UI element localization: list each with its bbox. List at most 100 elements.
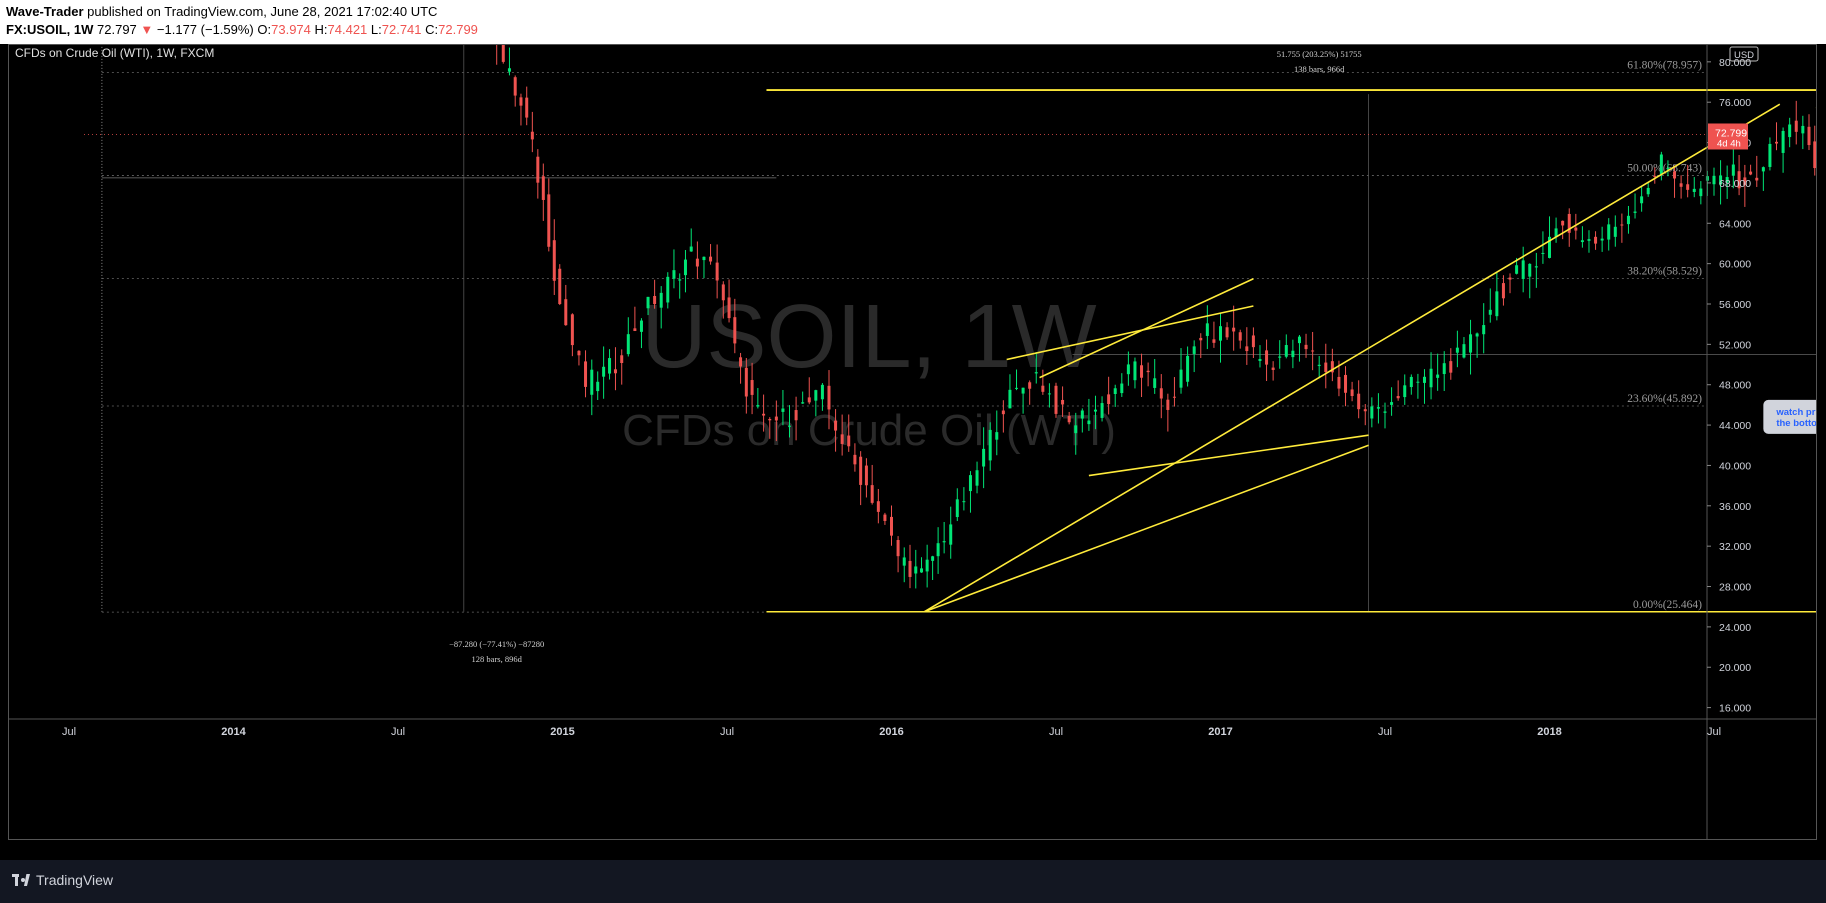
candle-body [1462,344,1466,358]
candle-body [653,296,657,305]
candle-body [1225,327,1229,338]
price-tick-label: 80.000 [1719,57,1751,69]
fib-label: 38.20%(58.529) [1627,265,1702,277]
candle-body [1357,393,1361,410]
candle-body [876,501,880,512]
time-tick-label: 2016 [879,726,903,738]
candle-body [1501,283,1505,299]
author-name[interactable]: Wave-Trader [6,4,84,19]
candle-body [1521,260,1525,279]
candle-body [1761,167,1765,172]
candle-body [988,429,992,461]
candle-body [834,420,838,431]
candle-body [975,470,979,486]
candle-body [683,259,687,276]
price-tick-label: 52.000 [1719,339,1751,351]
candle-body [750,380,754,395]
candle-body [1021,387,1025,394]
candle-body [1436,374,1440,378]
candle-body [1047,393,1051,395]
candle-body [801,402,805,404]
candle-body [666,276,670,303]
candle-body [1093,409,1097,412]
candle-body [1686,184,1690,190]
candle-body [1330,361,1334,373]
candle-body [1587,239,1591,241]
candle-body [1363,409,1367,412]
candle-body [1100,403,1104,418]
candle-body [536,156,540,183]
time-tick-label: Jul [1049,726,1063,738]
open-label: O: [257,22,272,37]
fib-label: 50.00%(68.743) [1627,162,1702,174]
candle-body [733,317,737,344]
watermark-name: CFDs on Crude Oil (WTI) [622,406,1116,455]
high-label: H: [314,22,328,37]
candle-body [870,485,874,503]
price-tick-label: 20.000 [1719,662,1751,674]
measure-annotation: 51.755 (203.25%) 51755 [1277,49,1362,59]
last-price-label: 72.799 [1715,127,1747,139]
candle-body [1580,240,1584,243]
candle-body [962,501,966,503]
candle-body [1146,370,1150,373]
candle-body [1429,368,1433,388]
candle-body [1768,143,1772,167]
price-tick-label: 16.000 [1719,703,1751,715]
candle-body [1541,252,1545,254]
candle-body [914,566,918,574]
candle-body [955,499,959,518]
candle-body [1567,213,1571,233]
candle-body [1245,346,1249,352]
candle-body [1422,376,1426,383]
publish-date: published on TradingView.com, June 28, 2… [83,4,438,19]
candle-body [1251,335,1255,348]
candle-body [1337,376,1341,389]
candle-body [530,131,534,140]
candle-body [1574,227,1578,231]
candle-body [1376,407,1380,409]
candle-body [1594,236,1598,244]
candle-body [1534,266,1538,268]
candle-body [584,361,588,387]
candle-body [1653,175,1657,177]
candle-body [626,334,630,355]
candle-body [949,524,953,545]
time-tick-label: 2015 [550,726,574,738]
candle-body [859,456,863,485]
footer-bar: TradingView [0,860,1826,903]
candle-body [936,543,940,557]
candle-body [1370,406,1374,419]
callout-text-line: watch price action at [1775,407,1816,418]
candle-body [1640,196,1644,204]
fib-label: 23.60%(45.892) [1627,393,1702,405]
candle-body [1001,410,1005,415]
candle-body [1172,396,1176,398]
price-tick-label: 44.000 [1719,420,1751,432]
candle-body [507,68,511,72]
measure-annotation: 128 bars, 896d [472,654,523,664]
measure-annotation: 138 bars, 966d [1294,64,1345,74]
candle-body [807,397,811,403]
candle-body [1561,220,1565,226]
candle-body [896,540,900,557]
tradingview-brand[interactable]: TradingView [12,872,113,888]
candle-body [1403,385,1407,398]
price-tick-label: 24.000 [1719,622,1751,634]
candle-body [739,357,743,367]
close-label: C: [425,22,439,37]
candle-body [1692,188,1696,192]
candles-group [496,45,1816,589]
candle-body [1495,291,1499,317]
candle-body [1409,376,1413,388]
candle-body [1041,385,1045,392]
candle-body [1633,211,1637,213]
trendline [924,444,1369,613]
price-tick-label: 28.000 [1719,582,1751,594]
candle-body [501,45,505,62]
high-value: 74.421 [327,22,368,37]
candle-body [659,292,663,308]
candle-body [1238,332,1242,341]
